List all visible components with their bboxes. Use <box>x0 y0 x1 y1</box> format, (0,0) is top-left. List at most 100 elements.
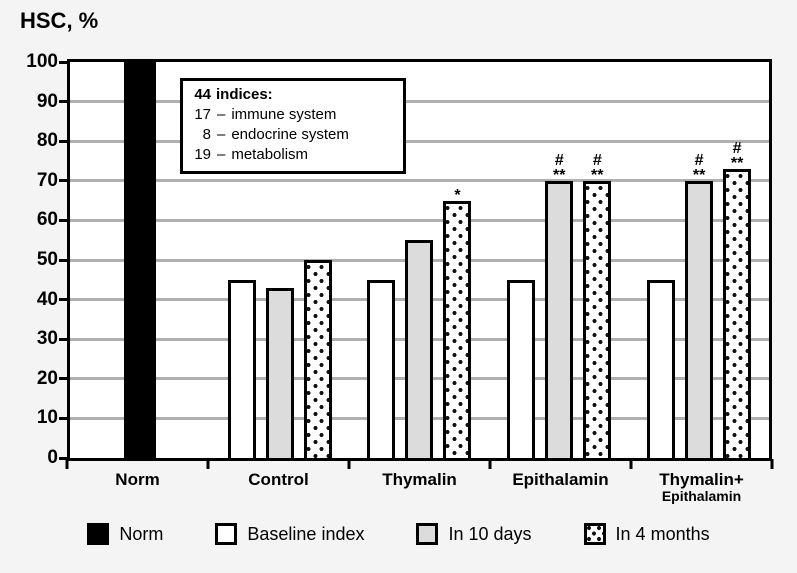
y-axis-tick <box>59 139 67 143</box>
bar-group: * <box>350 62 490 458</box>
info-label: immune system <box>231 106 337 123</box>
x-axis-tick <box>629 459 633 469</box>
x-axis-tick <box>65 459 69 469</box>
significance-mark-line: ** <box>692 166 706 184</box>
bar <box>507 279 536 458</box>
bar-group: # ** # ** <box>629 62 769 458</box>
significance-mark-line: # <box>592 151 602 169</box>
gridline <box>70 139 769 143</box>
bar <box>227 279 256 458</box>
bar: # ** <box>545 152 574 458</box>
y-axis-label: 100 <box>26 51 58 72</box>
significance-mark-line: ** <box>591 166 604 184</box>
info-num: 17 <box>194 106 211 123</box>
bar: # ** <box>685 152 714 458</box>
y-axis-tick <box>59 298 67 302</box>
significance-marks: # ** <box>553 151 566 184</box>
plot-area: 44 indices: 17– immune system 8– endocrine … <box>67 59 772 461</box>
bar <box>405 240 434 458</box>
y-axis-tick <box>59 416 67 420</box>
y-axis-label: 70 <box>36 169 58 191</box>
x-axis-label: Thymalin+ Epithalamin <box>631 471 772 504</box>
y-axis-tick <box>59 60 67 64</box>
info-box-items: 17– immune system 8– endocrine system 19– met… <box>191 105 395 165</box>
info-item: 19– metabolism <box>191 145 395 165</box>
info-box-title: 44 indices: <box>191 85 395 105</box>
bar <box>647 279 676 458</box>
legend-label: In 4 months <box>615 524 710 544</box>
legend-label: Baseline index <box>247 524 365 544</box>
significance-mark-line: ** <box>553 166 566 184</box>
y-axis-tick <box>59 100 67 104</box>
y-axis-label: 10 <box>36 407 58 429</box>
info-sep: – <box>217 146 226 163</box>
gridline <box>70 179 769 183</box>
x-axis-tick <box>488 459 492 469</box>
gridline <box>70 100 769 104</box>
bar <box>265 287 294 458</box>
info-label: endocrine system <box>231 126 349 143</box>
y-axis-label: 30 <box>36 328 58 350</box>
y-axis-label: 20 <box>36 367 58 389</box>
legend-swatch-white <box>215 523 238 545</box>
significance-mark-line: * <box>454 186 461 204</box>
x-axis-label-line: Norm <box>115 470 160 489</box>
y-axis-label: 80 <box>36 130 58 152</box>
bar <box>123 62 156 458</box>
significance-marks: # ** <box>591 151 604 184</box>
significance-mark-line: # <box>694 151 704 169</box>
info-item: 17– immune system <box>191 105 395 125</box>
y-axis-tick <box>59 179 67 183</box>
legend-item: In 4 months <box>583 523 710 545</box>
x-axis-label-line: Epithalamin <box>661 488 742 504</box>
legend: Norm Baseline index In 10 days In 4 months <box>0 523 797 545</box>
info-sep: – <box>217 106 226 123</box>
chart-title: HSC, % <box>20 8 99 33</box>
bar-group: # ** # ** <box>489 62 629 458</box>
y-axis-label: 0 <box>47 447 58 468</box>
info-box-title-num: 44 <box>194 86 211 103</box>
y-axis-label: 40 <box>36 288 58 310</box>
legend-label: In 10 days <box>448 524 532 544</box>
significance-marks: # ** <box>692 151 706 184</box>
info-box: 44 indices: 17– immune system 8– endocrine … <box>180 78 406 174</box>
y-axis-label: 60 <box>36 209 58 231</box>
x-axis-tick <box>347 459 351 469</box>
info-label: metabolism <box>231 146 309 163</box>
bar: * <box>443 187 472 458</box>
legend-swatch-black <box>87 523 110 545</box>
y-axis: 0 10 20 30 40 50 60 70 80 90 100 <box>0 0 67 573</box>
x-axis-label: Epithalamin <box>490 471 631 503</box>
x-axis-label-line: Thymalin <box>382 470 457 489</box>
y-axis-tick <box>59 258 67 262</box>
info-sep: – <box>217 126 226 143</box>
x-axis-tick <box>770 459 774 469</box>
bar-group <box>70 62 210 458</box>
info-num: 8 <box>202 126 211 143</box>
bar-group <box>210 62 350 458</box>
bar: # ** <box>723 140 752 458</box>
legend-item: In 10 days <box>416 523 532 545</box>
significance-mark-line: ** <box>730 154 744 172</box>
legend-swatch-gray <box>416 523 439 545</box>
significance-mark-line: # <box>554 151 564 169</box>
bar <box>303 260 332 458</box>
y-axis-tick <box>59 218 67 222</box>
info-box-title-text: indices: <box>216 86 273 103</box>
y-axis-label: 90 <box>36 90 58 112</box>
legend-item: Baseline index <box>215 523 364 545</box>
y-axis-tick <box>59 456 67 460</box>
y-axis-tick <box>59 377 67 381</box>
legend-label: Norm <box>119 524 164 544</box>
info-item: 8– endocrine system <box>191 125 395 145</box>
x-axis-label-line: Epithalamin <box>512 470 609 489</box>
x-axis-ticks <box>65 459 774 471</box>
significance-marks: * <box>454 186 461 204</box>
x-axis-label: Thymalin <box>349 471 490 503</box>
x-axis-label-line: Control <box>248 470 309 489</box>
x-axis-label: Control <box>208 471 349 503</box>
info-num: 19 <box>194 146 211 163</box>
gridline <box>70 218 769 222</box>
bar <box>367 279 396 458</box>
